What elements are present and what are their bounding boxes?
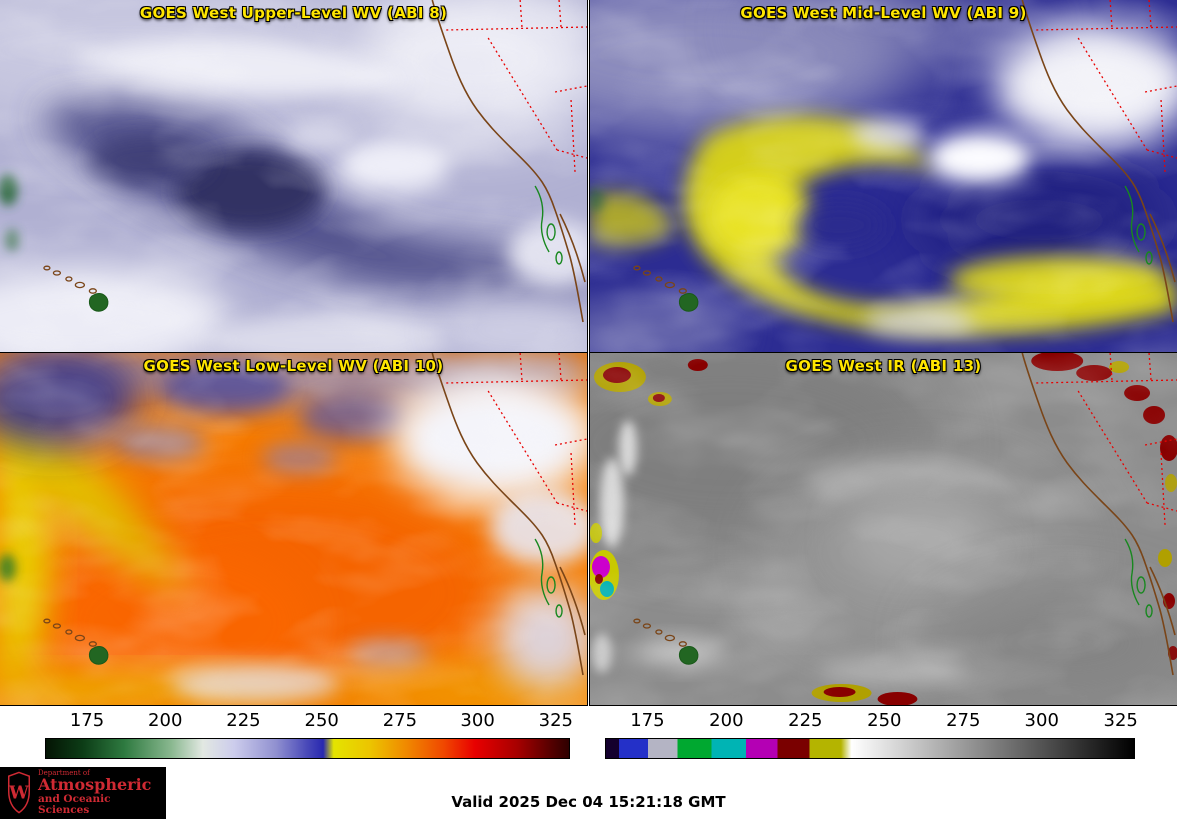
tick-label: 275	[946, 710, 981, 731]
satellite-image-abi13	[590, 353, 1177, 705]
tick-label: 325	[538, 710, 573, 731]
uw-aos-logo: W Department of Atmospheric and Oceanic …	[0, 767, 166, 819]
panel-abi8: GOES West Upper-Level WV (ABI 8)	[0, 0, 588, 353]
ir-colorbar: 175 200 225 250 275 300 325	[605, 710, 1138, 759]
satellite-image-abi10	[0, 353, 587, 705]
tick-label: 200	[709, 710, 744, 731]
footer: W Department of Atmospheric and Oceanic …	[0, 766, 1177, 820]
tick-label: 175	[630, 710, 665, 731]
logo-text: Department of Atmospheric and Oceanic Sc…	[38, 768, 161, 817]
panel-title-abi13: GOES West IR (ABI 13)	[785, 357, 982, 375]
tick-label: 250	[867, 710, 902, 731]
wv-colorbar-gradient	[45, 738, 570, 759]
tick-label: 225	[226, 710, 261, 731]
wv-colorbar: 175 200 225 250 275 300 325	[45, 710, 573, 759]
tick-label: 300	[1024, 710, 1059, 731]
panel-title-abi10: GOES West Low-Level WV (ABI 10)	[143, 357, 444, 375]
ir-colorbar-gradient	[605, 738, 1135, 759]
tick-label: 200	[148, 710, 183, 731]
tick-label: 325	[1103, 710, 1138, 731]
satellite-image-abi8	[0, 0, 587, 352]
tick-label: 225	[788, 710, 823, 731]
satellite-image-abi9	[590, 0, 1177, 352]
panel-abi9: GOES West Mid-Level WV (ABI 9)	[589, 0, 1177, 353]
valid-timestamp: Valid 2025 Dec 04 15:21:18 GMT	[451, 793, 726, 811]
tick-label: 300	[460, 710, 495, 731]
logo-line-1: Department of	[38, 768, 90, 777]
svg-text:W: W	[8, 783, 30, 804]
panel-grid: GOES West Upper-Level WV (ABI 8)	[0, 0, 1177, 706]
wv-colorbar-ticks: 175 200 225 250 275 300 325	[45, 710, 573, 733]
ir-colorbar-ticks: 175 200 225 250 275 300 325	[605, 710, 1138, 733]
tick-label: 250	[304, 710, 339, 731]
logo-line-3: and Oceanic Sciences	[38, 793, 111, 817]
panel-abi10: GOES West Low-Level WV (ABI 10)	[0, 352, 588, 706]
colorbar-strip: 175 200 225 250 275 300 325 175 200 225 …	[0, 705, 1177, 766]
panel-abi13: GOES West IR (ABI 13)	[589, 352, 1177, 706]
uw-crest-icon: W	[7, 771, 30, 814]
tick-label: 175	[69, 710, 105, 731]
panel-title-abi8: GOES West Upper-Level WV (ABI 8)	[139, 4, 448, 22]
logo-line-2: Atmospheric	[38, 775, 152, 795]
panel-title-abi9: GOES West Mid-Level WV (ABI 9)	[740, 4, 1027, 22]
tick-label: 275	[382, 710, 418, 731]
